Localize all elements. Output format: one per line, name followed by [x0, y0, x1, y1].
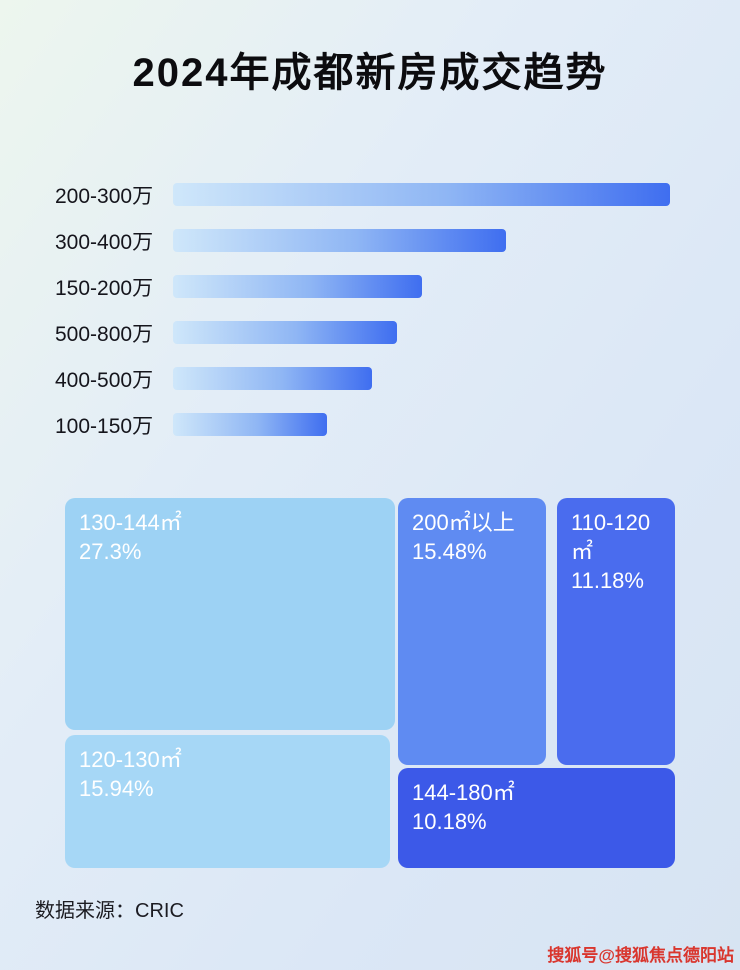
treemap-value: 10.18% [412, 809, 487, 835]
bar-track [173, 321, 670, 344]
treemap-box-200-plus: 200㎡以上 15.48% [398, 498, 546, 765]
treemap-value: 15.48% [412, 539, 487, 565]
treemap-box-120-130: 120-130㎡ 15.94% [65, 735, 390, 868]
bar-category-label: 500-800万 [55, 322, 154, 346]
bar-row: 150-200万 [55, 275, 670, 300]
treemap-label: 200㎡以上 [412, 510, 515, 535]
treemap-label: 120-130㎡ [79, 747, 182, 772]
bar [173, 229, 506, 252]
treemap-label: 144-180㎡ [412, 780, 515, 805]
bar-track [173, 229, 670, 252]
bar-row: 300-400万 [55, 229, 670, 254]
treemap-box-110-120: 110-120㎡ 11.18% [557, 498, 675, 765]
treemap-label: 130-144㎡ [79, 510, 182, 535]
treemap-box-130-144: 130-144㎡ 27.3% [65, 498, 395, 730]
treemap-value: 27.3% [79, 539, 142, 565]
bar [173, 183, 670, 206]
bar-category-label: 300-400万 [55, 230, 154, 254]
treemap-label: 110-120㎡ [571, 510, 651, 565]
page-title: 2024年成都新房成交趋势 [132, 51, 608, 95]
bar-track [173, 367, 670, 390]
bar-row: 200-300万 [55, 183, 670, 208]
bar-category-label: 100-150万 [55, 414, 154, 438]
price-band-bar-chart: 200-300万 300-400万 150-200万 500-800万 400-… [55, 183, 670, 459]
bar-track [173, 413, 670, 436]
bar [173, 275, 422, 298]
bar [173, 413, 328, 436]
bar [173, 367, 372, 390]
treemap-value: 11.18% [571, 568, 644, 594]
bar-row: 500-800万 [55, 321, 670, 346]
treemap-value: 15.94% [79, 776, 154, 802]
bar-category-label: 200-300万 [55, 184, 154, 208]
bar-category-label: 400-500万 [55, 368, 154, 392]
bar-row: 100-150万 [55, 413, 670, 438]
data-source-note: 数据来源：CRIC [35, 900, 184, 922]
bar-category-label: 150-200万 [55, 276, 154, 300]
bar [173, 321, 397, 344]
bar-track [173, 275, 670, 298]
area-size-treemap: 130-144㎡ 27.3% 200㎡以上 15.48% 110-120㎡ 11… [65, 498, 675, 868]
bar-track [173, 183, 670, 206]
treemap-box-144-180: 144-180㎡ 10.18% [398, 768, 675, 868]
bar-row: 400-500万 [55, 367, 670, 392]
watermark: 搜狐号@搜狐焦点德阳站 [547, 946, 734, 965]
